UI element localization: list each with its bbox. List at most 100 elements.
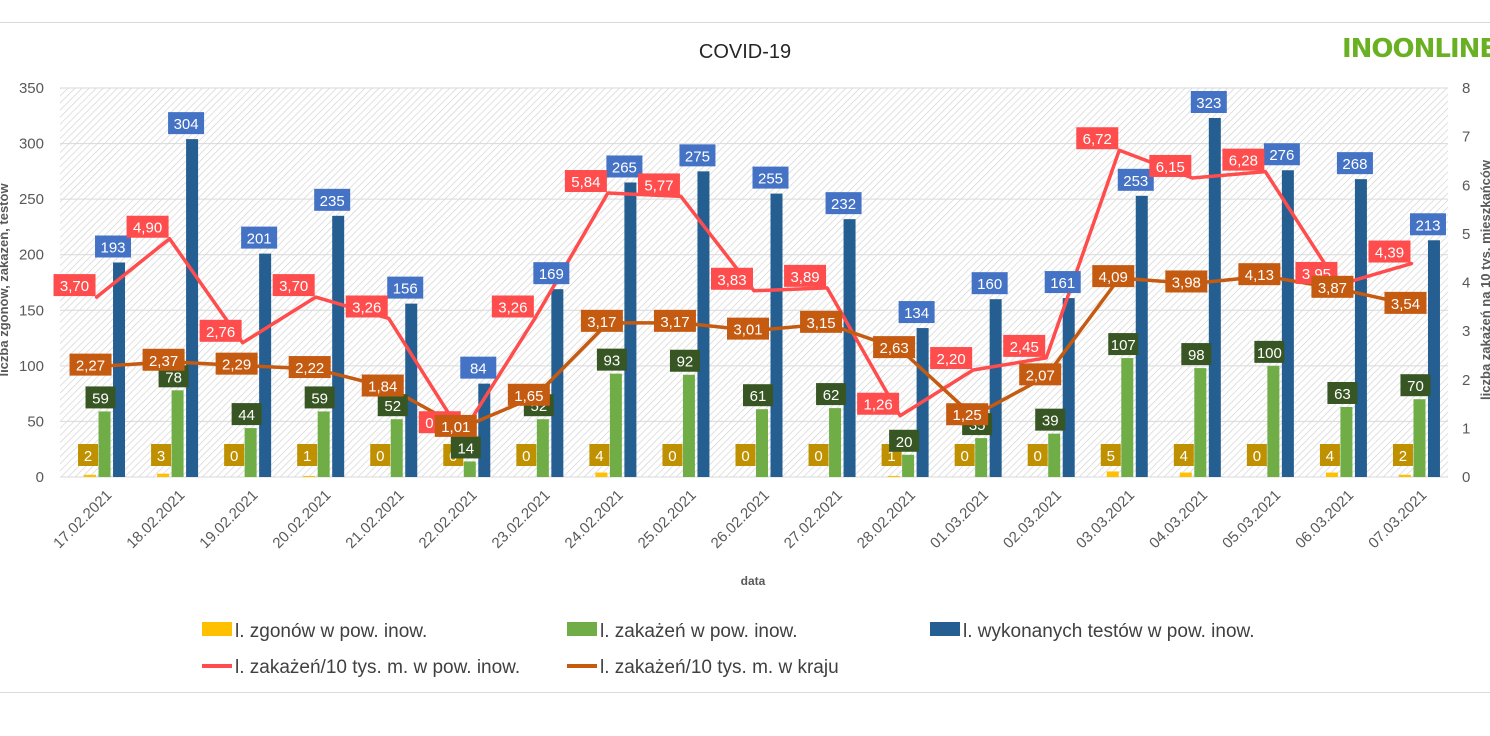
national-rate-label-box xyxy=(946,403,989,426)
local-rate-label-box xyxy=(564,170,607,193)
national-rate-label: 2,22 xyxy=(295,360,324,377)
tests-label: 275 xyxy=(685,148,710,165)
tests-label: 235 xyxy=(320,193,345,210)
legend-label: l. zakażeń w pow. inow. xyxy=(600,621,798,642)
deaths-label: 2 xyxy=(84,448,92,465)
tests-label-box xyxy=(1190,91,1227,114)
infections-label-box xyxy=(1254,340,1285,363)
bar xyxy=(829,408,842,477)
national-rate-label-box xyxy=(288,356,331,379)
deaths-label: 0 xyxy=(741,448,749,465)
infections-label: 39 xyxy=(1042,413,1059,430)
deaths-label-box xyxy=(297,444,318,466)
infections-label-box xyxy=(1035,408,1066,431)
tests-label: 84 xyxy=(470,361,487,378)
national-rate-label: 4,13 xyxy=(1245,267,1274,284)
tests-label: 268 xyxy=(1342,156,1367,173)
x-tick-label: 04.03.2021 xyxy=(1146,487,1211,552)
bar xyxy=(1325,472,1338,477)
left-tick-label: 300 xyxy=(19,136,44,153)
bar xyxy=(1208,118,1221,477)
right-tick-label: 2 xyxy=(1462,372,1470,389)
local-rate-label: 5,77 xyxy=(644,177,673,194)
tests-label: 265 xyxy=(612,159,637,176)
deaths-label-box xyxy=(370,444,391,466)
infections-label-box xyxy=(1181,343,1212,366)
infections-label: 100 xyxy=(1257,345,1282,362)
x-tick-label: 19.02.2021 xyxy=(196,487,261,552)
legend-swatch xyxy=(202,622,232,636)
local-rate-label-box xyxy=(491,295,534,318)
local-rate-label: 6,72 xyxy=(1083,131,1112,148)
deaths-label: 3 xyxy=(157,448,165,465)
bar xyxy=(390,419,403,477)
left-axis-ticks: 0 50 100 150 200 250 300 350 xyxy=(19,80,44,486)
local-rate-label: 6,28 xyxy=(1229,153,1258,170)
frame-top-border xyxy=(0,22,1490,23)
infections-label: 63 xyxy=(1334,386,1351,403)
national-rate-label-box xyxy=(1311,275,1354,298)
deaths-label: 0 xyxy=(376,448,384,465)
deaths-label-box xyxy=(1100,444,1121,466)
bar xyxy=(478,383,491,477)
infections-label: 52 xyxy=(384,398,401,415)
tests-label: 323 xyxy=(1196,95,1221,112)
x-tick-label: 17.02.2021 xyxy=(50,487,115,552)
bar xyxy=(887,475,900,477)
chart-title: COVID-19 xyxy=(699,41,791,63)
deaths-label: 0 xyxy=(230,448,238,465)
left-tick-label: 150 xyxy=(19,302,44,319)
infections-label-box xyxy=(1400,374,1431,397)
local-rate-label: 3,26 xyxy=(352,299,381,316)
x-tick-label: 21.02.2021 xyxy=(342,487,407,552)
tests-label: 156 xyxy=(393,281,418,298)
national-rate-label-box xyxy=(361,374,404,397)
infections-label: 70 xyxy=(1407,378,1424,395)
deaths-label-box xyxy=(589,444,610,466)
infections-label: 62 xyxy=(823,387,840,404)
right-tick-label: 0 xyxy=(1462,469,1470,486)
deaths-label-box xyxy=(1392,444,1413,466)
tests-label: 253 xyxy=(1123,173,1148,190)
deaths-label-box xyxy=(1319,444,1340,466)
tests-label: 201 xyxy=(247,231,272,248)
right-axis-ticks: 0 1 2 3 4 5 6 7 8 xyxy=(1462,80,1470,486)
national-rate-label-box xyxy=(873,336,916,359)
tests-label-box xyxy=(241,226,278,249)
national-rate-label: 2,37 xyxy=(149,353,178,370)
bar xyxy=(1121,358,1134,477)
infections-label-box xyxy=(231,403,262,426)
tests-label-box xyxy=(825,192,862,215)
bar xyxy=(1106,471,1119,477)
right-tick-label: 8 xyxy=(1462,80,1470,97)
national-rate-label-box xyxy=(653,309,696,332)
y-axis-label: liczba zgonów, zakażeń, testów xyxy=(0,183,11,377)
y2-axis-label: liczba zakażeń na 10 tys. mieszkańców xyxy=(1478,159,1490,400)
tests-label: 169 xyxy=(539,266,564,283)
frame-bottom-border xyxy=(0,692,1490,693)
local-rate-label-box xyxy=(1003,334,1046,357)
infections-label: 93 xyxy=(604,353,621,370)
deaths-label-box xyxy=(1246,444,1267,466)
tests-label-box xyxy=(533,262,570,285)
tests-label-box xyxy=(606,155,643,178)
local-rate-label-box xyxy=(857,392,900,415)
local-rate-label: 3,70 xyxy=(60,278,89,295)
infections-label-box xyxy=(889,429,920,452)
local-rate-label-box xyxy=(272,274,315,297)
national-rate-label: 2,63 xyxy=(880,340,909,357)
national-rate-label-box xyxy=(580,309,623,332)
legend-swatch xyxy=(567,622,597,636)
right-tick-label: 3 xyxy=(1462,323,1470,340)
deaths-label-box xyxy=(954,444,975,466)
legend: l. zgonów w pow. inow. l. zakażeń w pow. … xyxy=(202,621,1254,678)
deaths-label-box xyxy=(662,444,683,466)
x-tick-label: 01.03.2021 xyxy=(927,487,992,552)
deaths-label: 1 xyxy=(303,448,311,465)
x-tick-label: 27.02.2021 xyxy=(781,487,846,552)
bar xyxy=(902,454,915,477)
deaths-label: 0 xyxy=(1034,448,1042,465)
bar xyxy=(303,475,316,477)
bar xyxy=(98,411,111,477)
